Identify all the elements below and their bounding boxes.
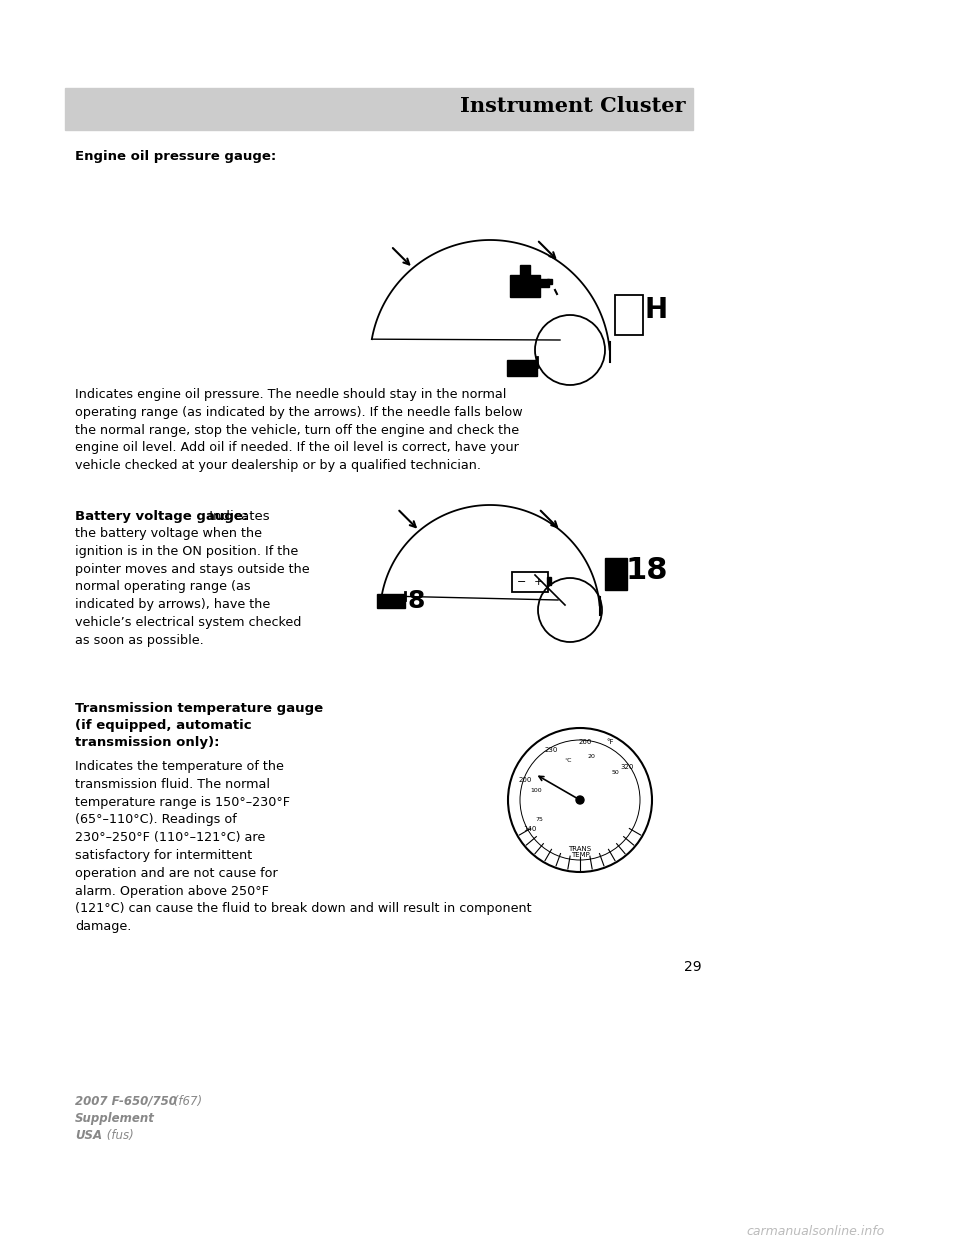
Text: H: H — [645, 296, 668, 324]
Text: 260: 260 — [578, 739, 591, 745]
Bar — [376, 594, 405, 607]
Text: 29: 29 — [684, 960, 702, 974]
Text: Instrument Cluster: Instrument Cluster — [460, 96, 685, 116]
Text: the battery voltage when the
ignition is in the ON position. If the
pointer move: the battery voltage when the ignition is… — [75, 527, 310, 647]
Circle shape — [576, 796, 584, 804]
Text: 100: 100 — [530, 789, 541, 794]
Text: °F: °F — [607, 739, 613, 745]
Text: Transmission temperature gauge
(if equipped, automatic
transmission only):: Transmission temperature gauge (if equip… — [75, 702, 324, 749]
Text: 20: 20 — [588, 754, 595, 759]
Text: +: + — [534, 578, 542, 587]
Text: Supplement: Supplement — [75, 1112, 155, 1125]
Text: 140: 140 — [523, 826, 537, 832]
Bar — [547, 279, 552, 284]
Text: Battery voltage gauge:: Battery voltage gauge: — [75, 510, 249, 523]
Text: carmanualsonline.info: carmanualsonline.info — [747, 1225, 885, 1238]
Bar — [614, 294, 642, 334]
Bar — [537, 279, 549, 287]
Text: 18: 18 — [625, 556, 668, 585]
Text: Indicates the temperature of the
transmission fluid. The normal
temperature rang: Indicates the temperature of the transmi… — [75, 760, 532, 933]
Text: 50: 50 — [612, 770, 619, 775]
Text: (fus): (fus) — [103, 1129, 133, 1141]
Bar — [605, 559, 627, 590]
Text: Indicates engine oil pressure. The needle should stay in the normal
operating ra: Indicates engine oil pressure. The needl… — [75, 388, 522, 472]
Text: 2007 F-650/750: 2007 F-650/750 — [75, 1095, 177, 1108]
Bar — [510, 274, 540, 297]
Bar — [547, 578, 551, 585]
Bar — [65, 88, 693, 130]
Text: 320: 320 — [621, 764, 635, 770]
Text: 230: 230 — [544, 746, 558, 753]
Text: (f67): (f67) — [170, 1095, 203, 1108]
Text: °C: °C — [564, 758, 572, 763]
Text: Engine oil pressure gauge:: Engine oil pressure gauge: — [75, 150, 276, 163]
Text: 75: 75 — [536, 816, 543, 821]
Text: 200: 200 — [518, 777, 532, 784]
Text: Indicates: Indicates — [205, 510, 270, 523]
Text: TRANS
TEMP: TRANS TEMP — [568, 846, 591, 858]
Bar — [520, 265, 530, 277]
Text: USA: USA — [75, 1129, 102, 1141]
Bar — [507, 360, 537, 376]
Text: 8: 8 — [408, 589, 425, 612]
Text: −: − — [517, 578, 527, 587]
